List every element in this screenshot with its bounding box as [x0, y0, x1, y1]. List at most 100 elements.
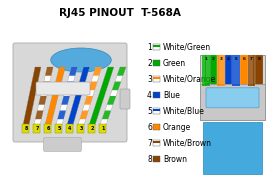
- Polygon shape: [221, 55, 223, 86]
- Polygon shape: [100, 67, 126, 125]
- Bar: [44, 124, 51, 133]
- Bar: [100, 124, 106, 133]
- Polygon shape: [45, 67, 65, 125]
- FancyBboxPatch shape: [36, 82, 90, 95]
- Polygon shape: [236, 55, 239, 86]
- Polygon shape: [42, 81, 50, 90]
- Text: White/Orange: White/Orange: [163, 75, 216, 83]
- Polygon shape: [234, 55, 236, 86]
- Text: 3: 3: [147, 75, 152, 83]
- Bar: [200, 55, 265, 120]
- Text: 3: 3: [220, 57, 222, 61]
- Text: 3: 3: [79, 127, 83, 132]
- Text: Green: Green: [163, 58, 186, 68]
- Polygon shape: [255, 55, 263, 86]
- Text: 6: 6: [46, 127, 50, 132]
- Polygon shape: [248, 55, 249, 86]
- Text: 4: 4: [68, 127, 72, 132]
- Polygon shape: [240, 55, 248, 86]
- Polygon shape: [217, 55, 225, 86]
- Polygon shape: [58, 110, 66, 119]
- Polygon shape: [89, 67, 114, 125]
- Polygon shape: [217, 55, 219, 86]
- Polygon shape: [65, 81, 74, 90]
- Polygon shape: [208, 55, 210, 86]
- Bar: [34, 124, 41, 133]
- Bar: [78, 124, 85, 133]
- Text: 5: 5: [147, 106, 152, 115]
- Bar: [153, 92, 160, 98]
- Polygon shape: [67, 67, 90, 125]
- Text: 2: 2: [90, 127, 94, 132]
- Polygon shape: [80, 110, 88, 119]
- Text: 7: 7: [147, 138, 152, 148]
- Bar: [88, 124, 96, 133]
- Polygon shape: [84, 96, 93, 105]
- Bar: [66, 124, 73, 133]
- Bar: [153, 109, 160, 111]
- FancyBboxPatch shape: [206, 88, 259, 108]
- Bar: [23, 124, 29, 133]
- Text: 8: 8: [147, 155, 152, 163]
- Polygon shape: [205, 55, 208, 86]
- Polygon shape: [78, 67, 102, 125]
- Text: 8: 8: [258, 57, 260, 61]
- FancyBboxPatch shape: [13, 43, 127, 142]
- Ellipse shape: [51, 48, 111, 72]
- Bar: [153, 141, 160, 143]
- Polygon shape: [238, 55, 240, 86]
- Polygon shape: [210, 55, 217, 86]
- Text: White/Blue: White/Blue: [163, 106, 205, 115]
- Polygon shape: [202, 55, 203, 86]
- Bar: [153, 77, 160, 79]
- Text: 7: 7: [35, 127, 39, 132]
- Polygon shape: [232, 55, 240, 86]
- Text: 5: 5: [235, 57, 238, 61]
- Text: Blue: Blue: [163, 90, 180, 100]
- Text: 2: 2: [147, 58, 152, 68]
- Text: White/Green: White/Green: [163, 43, 211, 52]
- Polygon shape: [249, 55, 251, 86]
- Polygon shape: [248, 55, 255, 86]
- Text: 6: 6: [147, 123, 152, 132]
- Polygon shape: [69, 67, 78, 76]
- Bar: [153, 156, 160, 162]
- Text: White/Brown: White/Brown: [163, 138, 212, 148]
- Text: 1: 1: [101, 127, 105, 132]
- Text: 7: 7: [250, 57, 253, 61]
- Bar: [153, 124, 160, 130]
- Polygon shape: [223, 55, 225, 86]
- Polygon shape: [225, 55, 232, 86]
- Polygon shape: [102, 110, 111, 119]
- Polygon shape: [23, 67, 41, 125]
- Bar: [56, 124, 63, 133]
- Polygon shape: [251, 55, 254, 86]
- Bar: [153, 60, 160, 66]
- FancyBboxPatch shape: [120, 89, 130, 109]
- Text: Orange: Orange: [163, 123, 191, 132]
- Bar: [153, 45, 160, 47]
- Text: 4: 4: [227, 57, 230, 61]
- Polygon shape: [232, 55, 234, 86]
- Bar: [153, 108, 160, 114]
- Text: 2: 2: [212, 57, 215, 61]
- Polygon shape: [219, 55, 221, 86]
- Text: 1: 1: [204, 57, 207, 61]
- Polygon shape: [107, 96, 116, 105]
- Bar: [153, 76, 160, 82]
- Text: 1: 1: [147, 43, 152, 52]
- Text: 4: 4: [147, 90, 152, 100]
- Bar: [200, 84, 265, 120]
- Polygon shape: [112, 81, 121, 90]
- Polygon shape: [39, 96, 47, 105]
- Polygon shape: [35, 110, 43, 119]
- Polygon shape: [202, 55, 210, 86]
- Bar: [153, 44, 160, 50]
- Polygon shape: [254, 55, 255, 86]
- Text: RJ45 PINOUT  T-568A: RJ45 PINOUT T-568A: [59, 8, 181, 18]
- Polygon shape: [117, 67, 126, 76]
- Polygon shape: [45, 67, 53, 76]
- Text: 6: 6: [242, 57, 245, 61]
- Bar: [203, 122, 262, 174]
- Text: 5: 5: [57, 127, 61, 132]
